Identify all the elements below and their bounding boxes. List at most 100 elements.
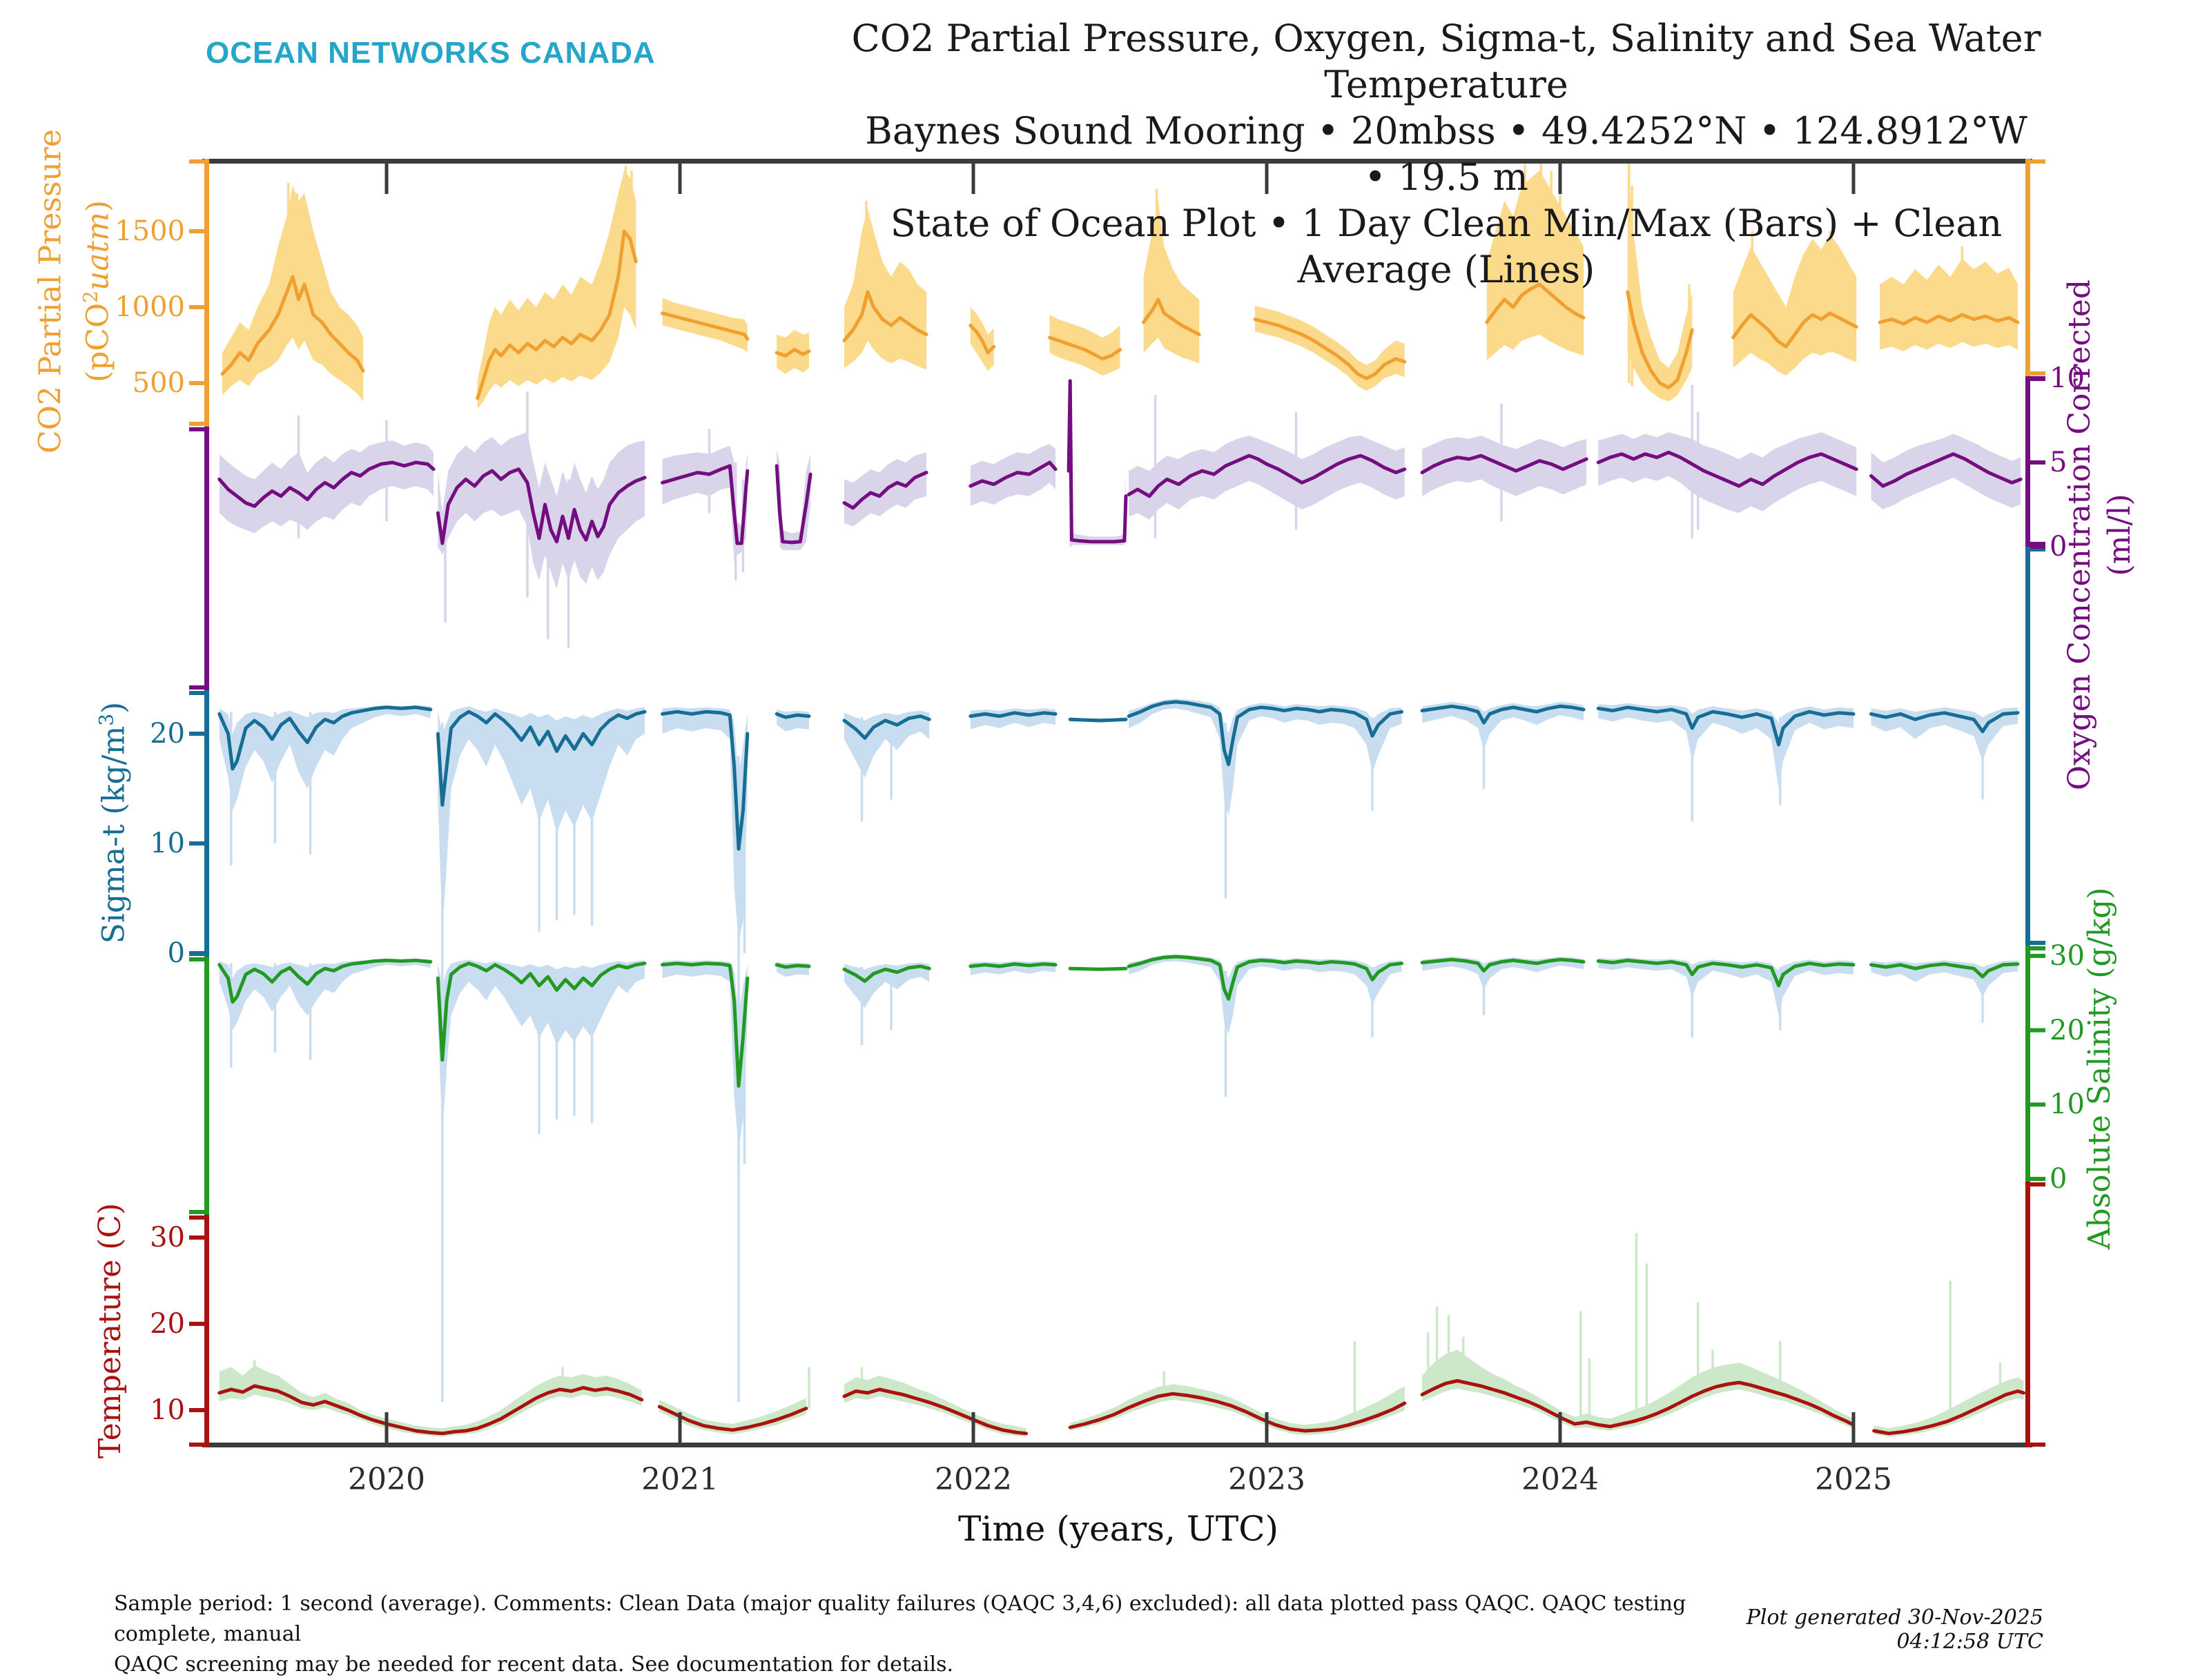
x-tick-top [678, 164, 682, 194]
oxygen-minmax-band [1069, 380, 1126, 545]
oxygen-average-line [436, 467, 647, 545]
right-end-tick [2030, 946, 2045, 950]
y-tick-sigmat [189, 951, 204, 955]
y-tick-temperature [189, 1322, 204, 1326]
co2-average-line [1731, 311, 1858, 349]
oxygen-average-line [217, 460, 436, 508]
temperature-minmax-band [1874, 1377, 2024, 1437]
y-tick-oxygen [2030, 460, 2045, 465]
salinity-average-line [842, 964, 931, 983]
bottom-spine [202, 1443, 2032, 1447]
y-tick-label-salinity: 0 [2050, 1163, 2067, 1195]
y-tick-label-temperature: 10 [150, 1394, 185, 1426]
oxygen-average-line [661, 464, 750, 545]
y-tick-label-sigmat: 10 [150, 828, 185, 859]
salinity-average-line [1068, 966, 1128, 971]
data-layer [217, 163, 2025, 1437]
left-end-tick [189, 1215, 204, 1220]
oxygen-minmax-band [219, 440, 434, 534]
co2-average-line [661, 311, 750, 341]
x-tick-label: 2020 [348, 1462, 425, 1497]
y-tick-temperature [189, 1408, 204, 1412]
y-tick-oxygen [2030, 545, 2045, 549]
y-tick-label-co2: 500 [132, 367, 185, 399]
co2-average-line [1626, 290, 1694, 390]
sigmat-minmax-band [1598, 703, 1853, 789]
temperature-average-line [842, 1387, 1028, 1436]
temperature-minmax-band [659, 1398, 806, 1434]
x-tick-label: 2021 [641, 1462, 719, 1497]
oxygen-minmax-band [1871, 433, 2021, 510]
sigmat-average-line [969, 711, 1058, 719]
sigmat-average-line [1127, 700, 1403, 766]
left-end-tick [189, 1443, 204, 1447]
sigmat-minmax-band [662, 707, 748, 943]
co2-minmax-band [477, 170, 636, 409]
co2-average-line [1048, 335, 1122, 361]
right-end-tick [2030, 941, 2045, 945]
right-spine-co2 [2025, 159, 2030, 376]
salinity-average-line [1127, 955, 1403, 1001]
y-tick-oxygen [2030, 376, 2045, 380]
right-spine-salinity [2025, 946, 2030, 1182]
left-end-tick [189, 159, 204, 164]
sigmat-minmax-band [844, 710, 930, 778]
salinity-average-line [969, 962, 1058, 968]
temperature-series [217, 1233, 2025, 1437]
oxygen-minmax-band [438, 432, 645, 589]
left-spine-oxygen [204, 427, 209, 690]
right-spine-temperature [2025, 1182, 2030, 1447]
y-tick-sigmat [189, 732, 204, 736]
sigmat-average-line [217, 705, 433, 771]
oxygen-average-line [1420, 453, 1588, 475]
right-spine-oxygen [2025, 376, 2030, 547]
salinity-average-line [217, 958, 433, 1004]
axis-title-co2: CO2 Partial Pressure (pCO2uatm) [32, 129, 116, 453]
plot-generated-timestamp: Plot generated 30-Nov-2025 04:12:58 UTC [1746, 1605, 2043, 1654]
temperature-average-line [1068, 1391, 1407, 1433]
title-line-3: State of Ocean Plot • 1 Day Clean Min/Ma… [890, 202, 2003, 291]
oxygen-minmax-band [1598, 432, 1857, 514]
oxygen-average-line [842, 471, 928, 510]
y-tick-co2 [189, 381, 204, 385]
left-spine-co2 [204, 159, 209, 427]
temperature-average-line [657, 1405, 808, 1432]
x-tick-top [971, 164, 975, 194]
salinity-minmax-band [1129, 954, 1402, 1034]
oxygen-average-line [775, 464, 812, 545]
x-tick-top [1265, 164, 1269, 194]
y-tick-salinity [2030, 1177, 2045, 1181]
y-tick-salinity [2030, 953, 2045, 958]
y-tick-salinity [2030, 1102, 2045, 1107]
temperature-average-line [217, 1384, 644, 1436]
co2-average-line [1253, 318, 1407, 380]
y-tick-label-temperature: 30 [150, 1222, 185, 1253]
y-tick-label-salinity: 20 [2050, 1014, 2085, 1046]
y-tick-sigmat [189, 841, 204, 846]
y-tick-label-temperature: 20 [150, 1308, 185, 1340]
footer-comments: Sample period: 1 second (average). Comme… [114, 1589, 1771, 1680]
plot-title: CO2 Partial Pressure, Oxygen, Sigma-t, S… [849, 15, 2043, 293]
oxygen-average-line [1596, 450, 1858, 488]
sigmat-average-line [661, 710, 750, 851]
x-tick-bottom [1265, 1412, 1269, 1443]
co2-average-line [1142, 297, 1201, 337]
co2-average-line [1878, 313, 2020, 326]
footer-line-2: QAQC screening may be needed for recent … [114, 1652, 953, 1677]
sigmat-minmax-band [1422, 701, 1584, 750]
oxygen-series [217, 379, 2023, 648]
co2-average-line [842, 290, 928, 342]
oxygen-average-line [969, 460, 1058, 488]
left-spine-temperature [204, 1215, 209, 1447]
right-end-tick [2030, 371, 2045, 375]
salinity-series [217, 954, 2020, 1403]
axis-title-salinity: Absolute Salinity (g/kg) [2082, 887, 2117, 1250]
left-end-tick [189, 1210, 204, 1214]
salinity-average-line [661, 961, 750, 1088]
salinity-average-line [775, 963, 811, 969]
salinity-average-line [436, 961, 647, 1062]
x-tick-top [385, 164, 389, 194]
salinity-average-line [1869, 962, 2020, 979]
sigmat-minmax-band [219, 705, 431, 811]
